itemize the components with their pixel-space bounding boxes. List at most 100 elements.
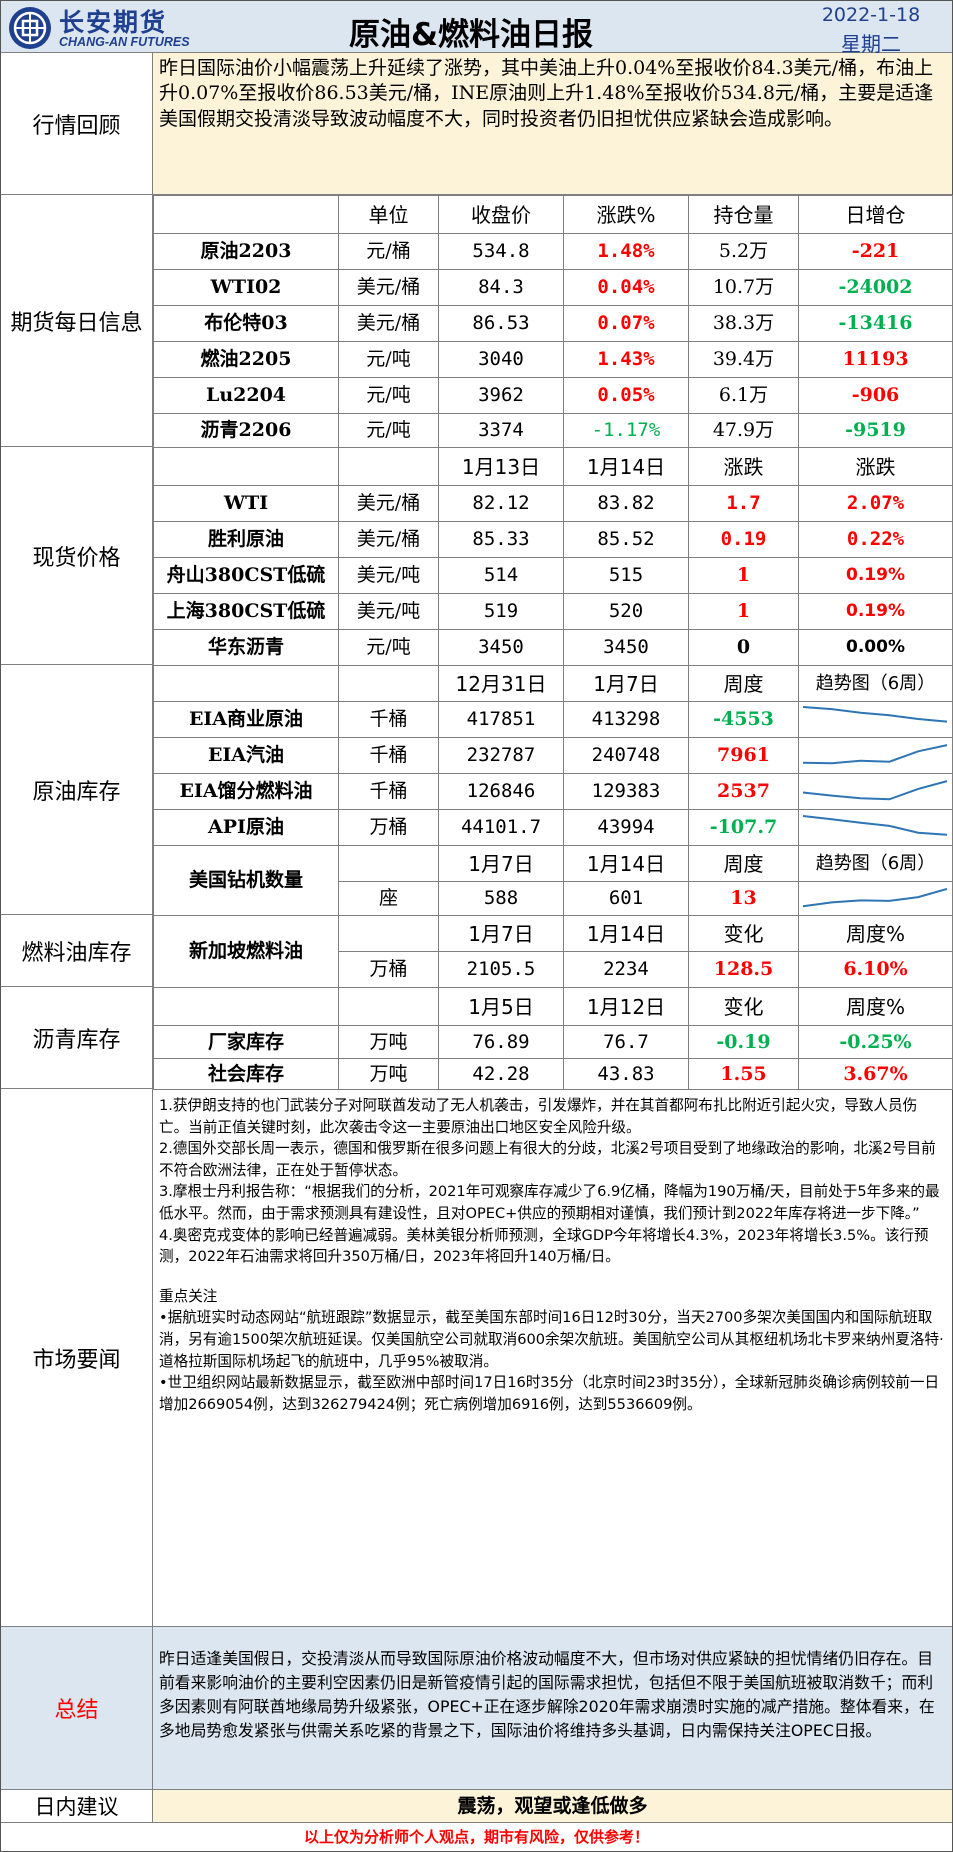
fuel-header-blank <box>338 915 439 952</box>
spot-header-change: 涨跌 <box>688 447 799 486</box>
futures-close: 3040 <box>438 341 564 378</box>
rig-unit: 座 <box>338 881 439 916</box>
fuel-header-date1: 1月7日 <box>438 915 564 952</box>
inventory-header-date2: 1月7日 <box>563 665 689 702</box>
spot-pct: 0.22% <box>798 521 953 558</box>
table-row: 厂家库存 万吨 76.89 76.7 -0.19 -0.25% <box>153 1025 953 1059</box>
asphalt-pct: -0.25% <box>798 1025 953 1059</box>
summary-label: 总结 <box>1 1627 153 1790</box>
asphalt-d2: 76.7 <box>563 1025 689 1059</box>
spot-pct: 0.00% <box>798 629 953 666</box>
inventory-unit: 千桶 <box>338 737 439 774</box>
asphalt-d1: 42.28 <box>438 1058 564 1090</box>
trend-line <box>802 705 948 723</box>
futures-label: 期货每日信息 <box>1 195 153 447</box>
spot-d1: 3450 <box>438 629 564 666</box>
futures-name: 布伦特03 <box>153 305 339 342</box>
spot-unit: 美元/吨 <box>338 557 439 594</box>
fuel-name: 新加坡燃料油 <box>153 915 339 988</box>
inventory-d1: 232787 <box>438 737 564 774</box>
brand-name-cn: 长安期货 <box>59 8 168 37</box>
brand-logo-icon <box>7 5 53 51</box>
spot-header-date2: 1月14日 <box>563 447 689 486</box>
futures-close: 84.3 <box>438 269 564 306</box>
spot-header-date1: 1月13日 <box>438 447 564 486</box>
inventory-name: EIA商业原油 <box>153 701 339 738</box>
futures-header-close: 收盘价 <box>438 195 564 234</box>
table-row: WTI02 美元/桶 84.3 0.04% 10.7万 -24002 <box>153 269 953 306</box>
trend-line <box>802 814 948 836</box>
rig-header-weekly: 周度 <box>688 845 799 882</box>
inventory-header-date1: 12月31日 <box>438 665 564 702</box>
asphalt-d1: 76.89 <box>438 1025 564 1059</box>
table-row: 华东沥青 元/吨 3450 3450 0 0.00% <box>153 629 953 666</box>
trend-line <box>802 779 948 800</box>
inventory-label: 原油库存 <box>1 665 153 915</box>
spot-unit: 美元/吨 <box>338 593 439 630</box>
futures-doi: -221 <box>798 233 953 270</box>
table-row: 燃油2205 元/吨 3040 1.43% 39.4万 11193 <box>153 341 953 378</box>
spot-name: 上海380CST低硫 <box>153 593 339 630</box>
rig-count-name: 美国钻机数量 <box>153 845 339 916</box>
news-item: 1.获伊朗支持的也门武装分子对阿联酋发动了无人机袭击，引发爆炸，并在其首都阿布扎… <box>159 1097 918 1136</box>
spot-d2: 520 <box>563 593 689 630</box>
trend-sparkline <box>802 705 948 723</box>
spot-change: 1 <box>688 593 799 630</box>
futures-unit: 元/吨 <box>338 341 439 378</box>
spot-d1: 519 <box>438 593 564 630</box>
table-row: 布伦特03 美元/桶 86.53 0.07% 38.3万 -13416 <box>153 305 953 342</box>
futures-table: 单位 收盘价 涨跌% 持仓量 日增仓 原油2203 元/桶 534.8 1.48… <box>153 195 953 448</box>
inventory-change: 7961 <box>688 737 799 774</box>
news-item: 3.摩根士丹利报告称：“根据我们的分析，2021年可观察库存减少了6.9亿桶，降… <box>159 1183 940 1222</box>
futures-oi: 6.1万 <box>688 377 799 414</box>
rig-header-blank <box>338 845 439 882</box>
inventory-change: -107.7 <box>688 809 799 846</box>
futures-doi: -9519 <box>798 413 953 448</box>
asphalt-name: 厂家库存 <box>153 1025 339 1059</box>
fuel-header-date2: 1月14日 <box>563 915 689 952</box>
review-text: 昨日国际油价小幅震荡上升延续了涨势，其中美油上升0.04%至报收价84.3美元/… <box>153 53 952 195</box>
spot-d2: 83.82 <box>563 485 689 522</box>
news-item: 4.奥密克戎变体的影响已经普遍减弱。美林美银分析师预测，全球GDP今年将增长4.… <box>159 1226 929 1266</box>
fuel-pct: 6.10% <box>798 951 953 988</box>
spot-change: 1 <box>688 557 799 594</box>
brand-name-en: CHANG-AN FUTURES <box>59 35 190 49</box>
inventory-name: EIA汽油 <box>153 737 339 774</box>
futures-change: 0.04% <box>563 269 689 306</box>
report-header: 长安期货 CHANG-AN FUTURES 原油&燃料油日报 2022-1-18… <box>1 1 952 56</box>
table-row: EIA商业原油 千桶 417851 413298 -4553 <box>153 701 953 738</box>
rig-header-date1: 1月7日 <box>438 845 564 882</box>
futures-name: 原油2203 <box>153 233 339 270</box>
fuel-d2: 2234 <box>563 951 689 988</box>
focus-item: •据航班实时动态网站“航班跟踪”数据显示，截至美国东部时间16日12时30分，当… <box>159 1309 944 1370</box>
futures-oi: 47.9万 <box>688 413 799 448</box>
futures-unit: 元/吨 <box>338 413 439 448</box>
table-row: 原油2203 元/桶 534.8 1.48% 5.2万 -221 <box>153 233 953 270</box>
fuel-change: 128.5 <box>688 951 799 988</box>
asphalt-unit: 万吨 <box>338 1058 439 1090</box>
spot-name: WTI <box>153 485 339 522</box>
asphalt-header-pct: 周度% <box>798 987 953 1026</box>
futures-unit: 美元/桶 <box>338 305 439 342</box>
inventory-unit: 千桶 <box>338 701 439 738</box>
inventory-header-blank <box>338 665 439 702</box>
futures-doi: -906 <box>798 377 953 414</box>
table-row: 上海380CST低硫 美元/吨 519 520 1 0.19% <box>153 593 953 630</box>
rig-header-trend: 趋势图（6周） <box>798 845 953 882</box>
spot-name: 舟山380CST低硫 <box>153 557 339 594</box>
futures-close: 3374 <box>438 413 564 448</box>
spot-unit: 美元/桶 <box>338 521 439 558</box>
table-row: 舟山380CST低硫 美元/吨 514 515 1 0.19% <box>153 557 953 594</box>
table-row: 万桶 2105.5 2234 128.5 6.10% <box>154 951 953 988</box>
inventory-header-blank <box>153 665 339 702</box>
trend-sparkline-cell <box>798 881 953 916</box>
trend-sparkline <box>802 743 948 764</box>
spot-header-blank <box>338 447 439 486</box>
futures-oi: 5.2万 <box>688 233 799 270</box>
fuel-header-pct: 周度% <box>798 915 953 952</box>
spot-label: 现货价格 <box>1 447 153 665</box>
asphalt-header-change: 变化 <box>688 987 799 1026</box>
trend-sparkline-cell <box>798 737 953 774</box>
futures-name: Lu2204 <box>153 377 339 414</box>
asphalt-change: -0.19 <box>688 1025 799 1059</box>
